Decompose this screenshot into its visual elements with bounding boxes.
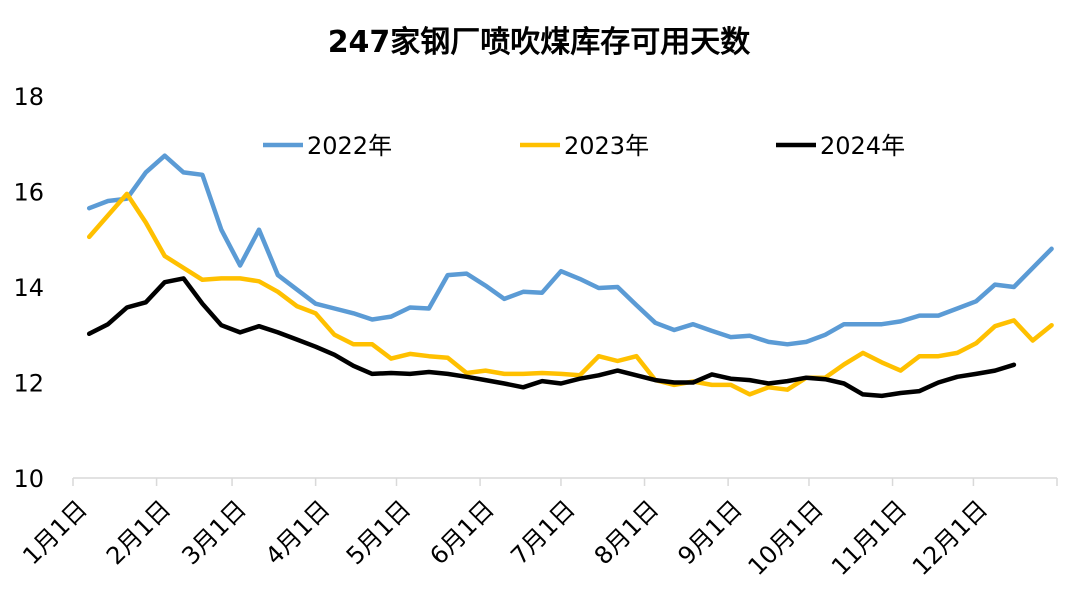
y-tick-label: 14 (13, 274, 44, 302)
y-axis-ticks: 10 12 14 16 18 (13, 83, 44, 493)
series-line-2023年 (86, 191, 1054, 397)
x-tick-label: 6月1日 (424, 495, 499, 570)
x-tick-label: 11月1日 (826, 495, 912, 581)
y-tick-label: 12 (13, 370, 44, 398)
x-tick-label: 10月1日 (743, 495, 829, 581)
series-lines (86, 153, 1054, 399)
legend-label: 2024年 (820, 132, 905, 160)
x-tick-label: 4月1日 (260, 495, 335, 570)
x-tick-label: 12月1日 (907, 495, 993, 581)
x-tick-label: 2月1日 (101, 495, 176, 570)
y-tick-label: 18 (13, 83, 44, 111)
x-tick-label: 3月1日 (176, 495, 251, 570)
series-line-2024年 (86, 276, 1017, 399)
y-tick-label: 10 (13, 465, 44, 493)
x-tick-label: 7月1日 (505, 495, 580, 570)
chart-title: 247家钢厂喷吹煤库存可用天数 (328, 25, 752, 60)
x-tick-label: 8月1日 (589, 495, 664, 570)
x-tick-label: 1月1日 (17, 495, 92, 570)
y-tick-label: 16 (13, 179, 44, 207)
legend-label: 2022年 (307, 132, 392, 160)
x-axis-tickmarks (72, 478, 1058, 486)
x-tick-label: 9月1日 (672, 495, 747, 570)
legend: 2022年 2023年 2024年 (263, 132, 905, 160)
x-tick-label: 5月1日 (341, 495, 416, 570)
series-line-2022年 (86, 153, 1054, 347)
x-axis-tick-labels: 1月1日 2月1日 3月1日 4月1日 5月1日 6月1日 7月1日 8月1日 9月1日10月1… (17, 495, 993, 581)
legend-label: 2023年 (564, 132, 649, 160)
